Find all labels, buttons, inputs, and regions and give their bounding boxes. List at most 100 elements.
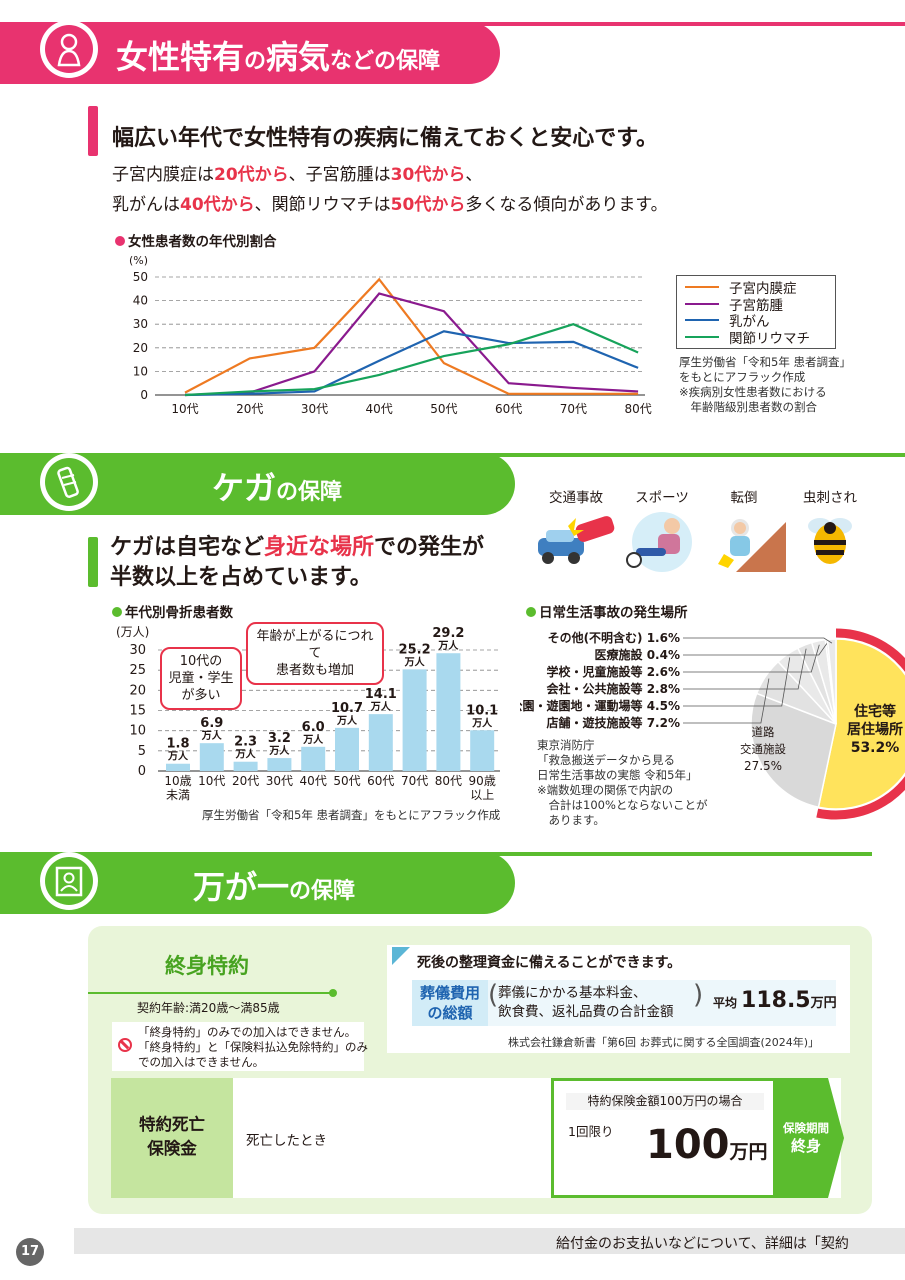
pie-outer-label: 店舗・遊技施設等 7.2%: [547, 715, 680, 730]
section-title-death: 万が一の保障: [193, 868, 356, 906]
funeral-label: 葬儀費用 の総額: [419, 984, 480, 1022]
source-line: 厚生労働省「令和5年 患者調査」: [679, 355, 851, 369]
legend-item: 子宮内膜症: [685, 279, 827, 297]
x-tick-label: 30代: [266, 774, 293, 788]
x-tick-label: 70代: [401, 774, 428, 788]
section-banner-injury: ケガの保障: [0, 453, 905, 515]
bar-chart-source: 厚生労働省「令和5年 患者調査」をもとにアフラック作成: [202, 808, 501, 822]
portrait-icon: [40, 852, 98, 910]
pie-chart-source: 東京消防庁 「救急搬送データから見る 日常生活事故の実態 令和5年」 ※端数処理の関係…: [537, 738, 708, 828]
para-line-2: 乳がんは40代から、関節リウマチは50代から多くなる傾向があります。: [112, 190, 668, 220]
notice-line: 「終身特約」と「保険料払込免除特約」のみ: [138, 1040, 368, 1054]
bar-unit-label: 万人: [471, 716, 493, 729]
bee-icon: [808, 518, 852, 564]
notice-line: での加入はできません。: [138, 1055, 265, 1069]
section-title-injury: ケガの保障: [212, 469, 343, 507]
bar-unit-label: 万人: [437, 639, 459, 652]
pie-slice: [826, 638, 837, 725]
pie-chart-title: 日常生活事故の発生場所: [526, 601, 688, 621]
bar-unit-label: 万人: [235, 748, 257, 761]
bar-unit-label: 万人: [404, 655, 426, 668]
rider-underline-dot: [329, 989, 337, 997]
pie-leader-line: [683, 637, 833, 644]
benefit-condition: 死亡したとき: [246, 1133, 327, 1149]
sports-injury-icon: [626, 512, 692, 572]
para-line-1: 子宮内膜症は20代から、子宮筋腫は30代から、: [112, 160, 482, 190]
source-line: 「救急搬送データから見る: [537, 753, 675, 767]
pie-inner-label: 道路: [752, 725, 775, 739]
x-tick-label: 20代: [232, 774, 259, 788]
fall-injury-icon: [718, 519, 786, 572]
pie-inner-label: 交通施設: [740, 742, 786, 756]
bar: [402, 669, 427, 771]
x-tick-label: 60代: [367, 774, 394, 788]
lead-injury: ケガは自宅など身近な場所での発生が 半数以上を占めています。: [110, 535, 485, 590]
icon-label-traffic: 交通事故: [549, 490, 603, 506]
section-title-women: 女性特有の病気などの保障: [116, 38, 441, 76]
pie-leader-line: [683, 643, 828, 656]
pie-inner-label: 住宅等: [854, 703, 896, 720]
x-tick-label: 40代: [300, 774, 327, 788]
section-banner-death: 万が一の保障: [0, 852, 905, 914]
card-corner-mark: [392, 947, 410, 965]
x-tick-label: 30代: [301, 402, 328, 416]
y-tick-label: 30: [133, 317, 148, 331]
bar: [368, 714, 393, 771]
footer-bar: [74, 1228, 905, 1254]
notice-box: [112, 1022, 364, 1071]
paren-open: (: [488, 980, 499, 1010]
notice-line: 「終身特約」のみでの加入はできません。: [138, 1025, 357, 1039]
legend-label: 関節リウマチ: [729, 330, 810, 347]
series-line: [184, 323, 639, 397]
legend-swatch: [685, 286, 719, 289]
bar-value-label: 6.9: [200, 716, 223, 731]
callout-age: 年齢が上がるにつれて患者数も増加: [246, 622, 384, 685]
bar: [166, 763, 190, 771]
benefit-case: 特約保険金額100万円の場合: [566, 1093, 764, 1110]
bar-value-label: 3.2: [268, 731, 291, 746]
y-axis-unit: (%): [129, 254, 148, 267]
funeral-average: 平均 118.5万円: [713, 988, 837, 1013]
car-accident-icon: [538, 516, 615, 564]
bar: [436, 653, 461, 771]
section-banner-women: 女性特有の病気などの保障: [0, 20, 905, 84]
y-tick-label: 0: [138, 764, 146, 779]
series-line: [184, 277, 639, 395]
x-tick-label: 10代: [198, 774, 225, 788]
funeral-card-title: 死後の整理資金に備えることができます。: [417, 955, 682, 971]
y-tick-label: 50: [133, 270, 148, 284]
y-tick-label: 20: [129, 683, 146, 698]
x-tick-label: 70代: [560, 402, 587, 416]
callout-line: が多い: [181, 688, 221, 703]
source-line: 日常生活事故の実態 令和5年」: [537, 768, 698, 782]
legend-label: 子宮筋腫: [729, 297, 783, 314]
legend-item: 関節リウマチ: [685, 329, 827, 347]
lead-accent-bar-injury: [88, 537, 98, 587]
x-tick-label: 80代: [435, 774, 462, 788]
bar-unit-label: 万人: [370, 700, 392, 713]
bar-value-label: 6.0: [302, 720, 325, 735]
source-line: ※疾病別女性患者数における: [679, 385, 827, 399]
footer-text: 給付金のお支払いなどについて、詳細は「契約: [556, 1236, 849, 1252]
callout-line: 年齢が上がるにつれて: [256, 629, 374, 661]
callout-line: 患者数も増加: [275, 663, 354, 678]
y-axis-unit: (万人): [116, 625, 149, 639]
rider-underline: [88, 992, 333, 994]
line-chart-source: 厚生労働省「令和5年 患者調査」 をもとにアフラック作成 ※疾病別女性患者数における…: [679, 355, 851, 415]
para-text: 子宮内膜症は: [112, 165, 214, 185]
pie-outer-label: 会社・公共施設等 2.8%: [547, 681, 680, 696]
line-chart: (%) 0 10 20 30 40 50 10代 20代 30代 40代 50代 60代 70代 80代: [129, 254, 652, 416]
pie-outer-label: 医療施設 0.4%: [595, 647, 680, 662]
para-text: 、: [465, 165, 483, 185]
bar-unit-label: 万人: [268, 744, 290, 757]
bar-chart-title: 年代別骨折患者数: [112, 601, 233, 621]
pie-inner-value: 27.5%: [744, 759, 782, 773]
y-tick-label: 25: [129, 663, 146, 678]
callout-line: 10代の: [179, 654, 223, 669]
pie-leader-line: [683, 678, 770, 724]
bandage-icon: [40, 453, 98, 511]
highlight-text: 50代から: [390, 195, 466, 215]
pie-inner-label: 居住場所: [847, 721, 903, 738]
notice-text: 「終身特約」のみでの加入はできません。 「終身特約」と「保険料払込免除特約」のみで…: [138, 1025, 368, 1070]
